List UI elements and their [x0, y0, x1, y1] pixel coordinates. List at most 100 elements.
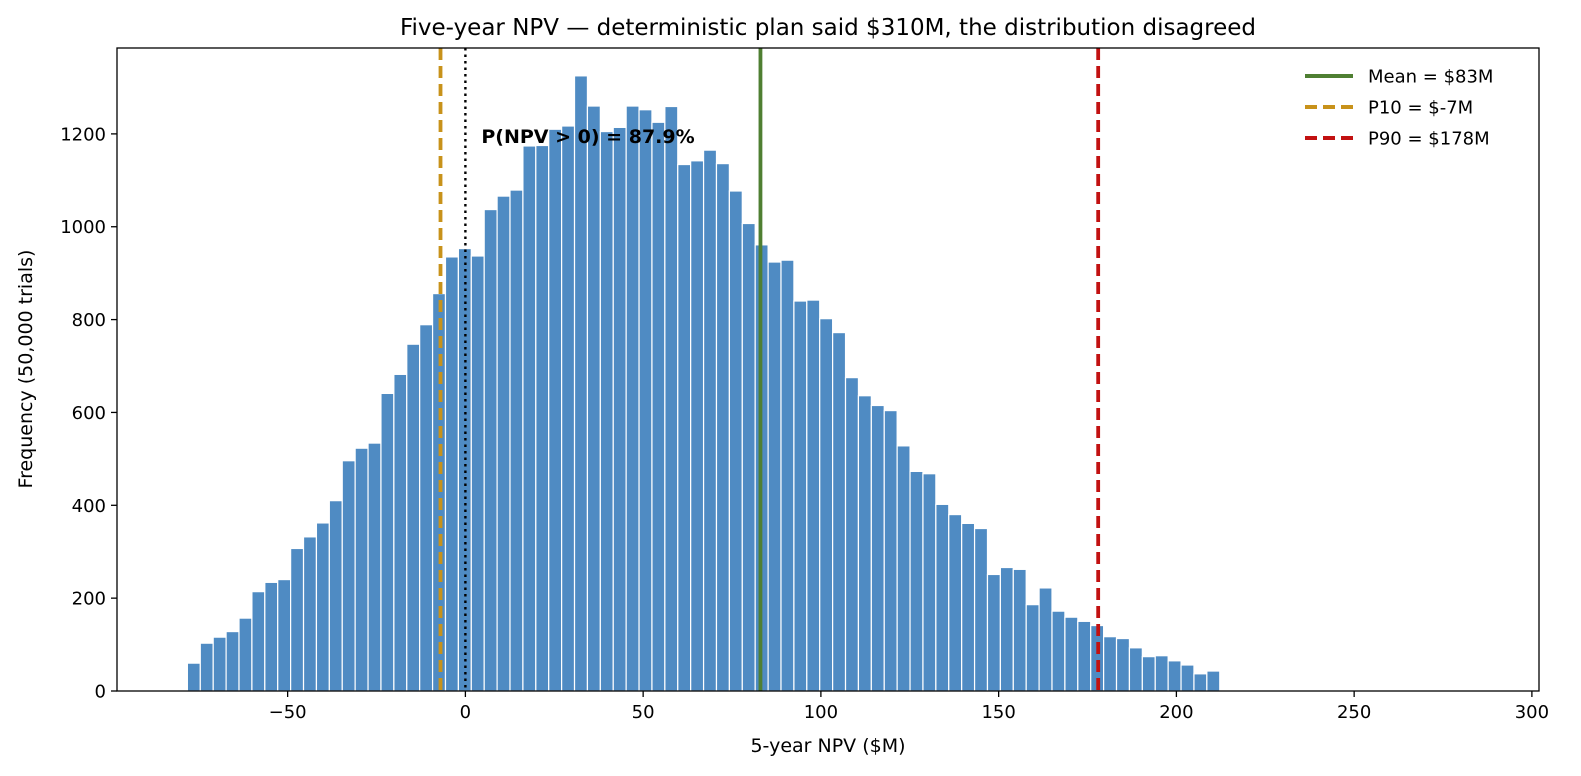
histogram-bar	[1115, 637, 1131, 692]
histogram-bar	[470, 255, 485, 692]
histogram-bar	[651, 121, 666, 692]
histogram-bar	[225, 630, 240, 692]
histogram-bar	[483, 208, 498, 692]
histogram-bar	[1064, 616, 1079, 692]
histogram-bar	[715, 163, 730, 692]
histogram-bar	[806, 299, 821, 692]
histogram-bar	[793, 300, 808, 692]
histogram-bar	[1206, 670, 1221, 692]
histogram-bar	[186, 662, 201, 692]
histogram-bar	[948, 513, 963, 692]
reference-lines	[438, 48, 1101, 691]
histogram-bar	[199, 642, 214, 692]
histogram-bar	[1025, 604, 1040, 692]
y-tick-label: 1000	[60, 217, 106, 238]
y-tick-label: 200	[72, 589, 106, 610]
x-tick-label: 0	[460, 702, 471, 723]
histogram-bar	[535, 144, 550, 692]
histogram-bar	[870, 404, 885, 692]
histogram-bar	[702, 149, 718, 692]
chart-title: Five-year NPV — deterministic plan said …	[400, 15, 1256, 41]
histogram-bar	[367, 442, 382, 692]
x-tick-label: 300	[1515, 702, 1549, 723]
x-axis-ticks: −50 0 50 100 150 200 250 300	[269, 691, 1549, 723]
histogram-bar	[935, 503, 950, 692]
histogram-bar	[909, 470, 924, 692]
histogram-bar	[1077, 620, 1092, 692]
histogram-bar	[741, 222, 756, 692]
legend: Mean = $83M P10 = $-7M P90 = $178M	[1305, 67, 1493, 150]
histogram-bar	[290, 547, 305, 692]
legend-label: P10 = $-7M	[1368, 98, 1473, 119]
histogram-bar	[509, 189, 524, 692]
histogram-bar	[961, 522, 976, 692]
histogram-bar	[986, 573, 1001, 692]
histogram-bar	[444, 256, 459, 692]
histogram-bar	[677, 163, 692, 692]
histogram-bar	[1128, 647, 1143, 692]
histogram-bar	[238, 617, 253, 692]
histogram-bar	[328, 500, 343, 692]
histogram-bar	[212, 636, 227, 692]
histogram-bar	[599, 130, 614, 692]
histogram-bar	[625, 105, 640, 692]
histogram-bar	[767, 261, 782, 692]
histogram-bar	[819, 318, 834, 692]
y-tick-label: 400	[72, 496, 106, 517]
x-tick-label: −50	[269, 702, 307, 723]
y-tick-label: 0	[95, 682, 106, 703]
x-tick-label: 100	[804, 702, 838, 723]
histogram-bar	[1103, 636, 1118, 692]
histogram-bar	[896, 445, 911, 692]
histogram-bar	[393, 373, 408, 692]
histogram-bar	[922, 473, 937, 692]
histogram-bar	[264, 581, 279, 692]
histogram-bar	[728, 190, 743, 692]
histogram-bar	[844, 377, 860, 692]
histogram-bar	[1012, 568, 1027, 692]
x-tick-label: 250	[1337, 702, 1371, 723]
y-tick-label: 600	[72, 403, 106, 424]
histogram-bar	[1038, 587, 1053, 692]
histogram-bars	[186, 75, 1221, 692]
y-axis-label: Frequency (50,000 trials)	[15, 250, 37, 489]
histogram-bar	[1051, 610, 1066, 692]
histogram-bar	[973, 527, 989, 692]
histogram-bar	[522, 145, 537, 692]
histogram-bar	[561, 125, 576, 692]
legend-label: P90 = $178M	[1368, 129, 1490, 150]
histogram-bar	[690, 160, 705, 692]
legend-label: Mean = $83M	[1368, 67, 1493, 88]
probability-annotation: P(NPV > 0) = 87.9%	[481, 126, 694, 148]
histogram-bar	[1141, 656, 1156, 692]
histogram-bar	[664, 105, 679, 692]
histogram-bar	[354, 447, 369, 692]
plot-frame	[116, 47, 1540, 692]
histogram-bar	[832, 331, 847, 692]
y-axis-ticks: 0 200 400 600 800 1000 1200	[60, 124, 117, 703]
histogram-bar	[315, 522, 330, 692]
histogram-bar	[380, 392, 395, 692]
histogram-bar	[548, 128, 563, 692]
histogram-bar	[999, 566, 1014, 692]
histogram-bar	[1193, 673, 1208, 692]
histogram-bar	[780, 259, 795, 692]
x-axis-label: 5-year NPV ($M)	[750, 735, 905, 757]
histogram-bar	[1167, 660, 1182, 692]
histogram-bar	[1154, 655, 1169, 692]
histogram-bar	[419, 324, 434, 692]
x-tick-label: 150	[981, 702, 1015, 723]
y-tick-label: 1200	[60, 124, 106, 145]
histogram-bar	[857, 395, 872, 692]
histogram-bar	[496, 195, 511, 692]
histogram-bar	[883, 409, 898, 692]
histogram-bar	[573, 75, 589, 692]
x-tick-label: 200	[1159, 702, 1193, 723]
histogram-bar	[341, 460, 356, 692]
y-tick-label: 800	[72, 310, 106, 331]
histogram-bar	[1180, 664, 1195, 692]
histogram-bar	[251, 591, 266, 692]
histogram-bar	[638, 109, 653, 692]
histogram-bar	[277, 578, 292, 692]
